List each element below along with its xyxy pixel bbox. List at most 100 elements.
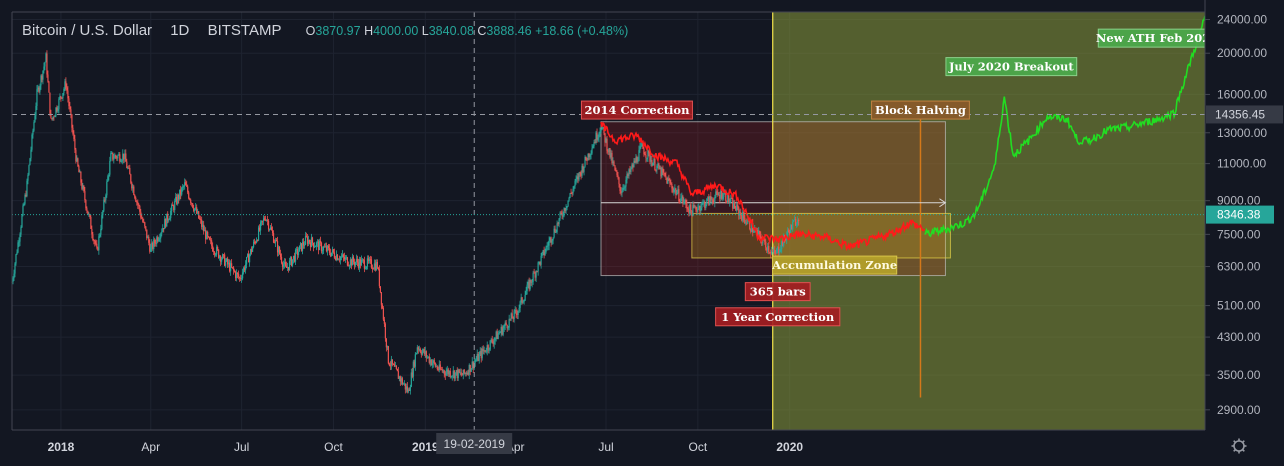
- candle-body: [474, 361, 476, 363]
- candle-body: [212, 245, 214, 252]
- candle-body: [516, 313, 518, 316]
- candle-body: [545, 246, 547, 252]
- candle-body: [30, 149, 32, 159]
- candle-body: [464, 372, 466, 374]
- candle-body: [479, 351, 481, 355]
- candle-body: [789, 231, 791, 236]
- candle-body: [622, 187, 624, 192]
- candle-body: [53, 116, 55, 118]
- candle-body: [790, 225, 792, 236]
- candle-body: [27, 174, 29, 181]
- candle-body: [690, 204, 692, 212]
- candle-body: [269, 227, 272, 230]
- candle-body: [645, 155, 647, 158]
- annotation-text: July 2020 Breakout: [948, 60, 1074, 74]
- candle-body: [621, 191, 623, 194]
- candle-body: [124, 153, 126, 160]
- candle-body: [630, 168, 632, 172]
- candle-body: [376, 262, 378, 268]
- annotation-box: [945, 57, 1078, 77]
- candle-body: [609, 148, 611, 158]
- candle-body: [704, 201, 706, 208]
- candle-body: [718, 194, 720, 196]
- candle-body: [373, 263, 375, 269]
- candle-body: [149, 242, 151, 252]
- candle-body: [130, 174, 132, 183]
- candle-body: [52, 116, 54, 120]
- candle-body: [785, 238, 787, 241]
- candle-body: [300, 243, 303, 251]
- candle-body: [778, 246, 780, 253]
- candle-body: [321, 250, 324, 252]
- candle-body: [192, 203, 194, 208]
- candle-body: [221, 258, 223, 262]
- candle-body: [682, 196, 684, 203]
- candle-body: [780, 249, 782, 252]
- candle-body: [457, 369, 459, 379]
- exchange-label: BITSTAMP: [207, 22, 282, 39]
- candle-body: [282, 264, 285, 267]
- time-tick-label: Apr: [141, 440, 160, 454]
- candle-body: [39, 85, 41, 92]
- candle-body: [367, 258, 370, 262]
- candle-body: [103, 199, 105, 211]
- candle-body: [318, 240, 321, 251]
- candle-body: [436, 366, 438, 370]
- candle-body: [631, 164, 633, 169]
- candle-body: [648, 150, 650, 154]
- high-value: 4000.00: [373, 24, 419, 38]
- candle-body: [295, 249, 298, 251]
- crosshair-date-box: [436, 433, 513, 454]
- candle-body: [680, 198, 682, 202]
- candle-body: [562, 215, 564, 217]
- candle-body: [437, 369, 439, 370]
- candle-body: [190, 199, 192, 203]
- interval-label[interactable]: 1D: [170, 22, 190, 39]
- candle-body: [634, 160, 636, 163]
- settings-gear-icon[interactable]: [1231, 438, 1247, 454]
- candle-body: [413, 361, 415, 367]
- candle-body: [723, 193, 725, 198]
- candle-body: [458, 369, 460, 373]
- candle-body: [32, 130, 34, 135]
- candle-body: [448, 370, 450, 375]
- candle-body: [312, 242, 315, 248]
- candle-body: [438, 364, 440, 370]
- candle-body: [459, 372, 461, 374]
- annotation-box: [715, 307, 841, 327]
- candle-body: [44, 62, 46, 67]
- candle-body: [708, 196, 710, 205]
- candle-body: [139, 205, 141, 212]
- candle-body: [243, 267, 245, 273]
- candle-body: [510, 313, 512, 320]
- candle-body: [302, 242, 305, 246]
- annotation-text: 2014 Correction: [584, 103, 690, 117]
- price-tick-label: 24000.00: [1217, 13, 1267, 27]
- candle-body: [572, 188, 574, 194]
- symbol-title[interactable]: Bitcoin / U.S. Dollar: [22, 22, 153, 39]
- candle-body: [109, 161, 111, 175]
- candle-body: [294, 249, 297, 262]
- candle-body: [101, 215, 103, 229]
- candle-body: [264, 219, 267, 221]
- candle-body: [705, 204, 707, 208]
- candle-body: [450, 376, 452, 378]
- candle-body: [381, 304, 383, 308]
- candle-body: [521, 297, 523, 303]
- candle-body: [741, 215, 743, 221]
- candle-body: [403, 383, 405, 385]
- candle-body: [548, 240, 550, 246]
- candle-body: [632, 164, 634, 168]
- candle-body: [460, 372, 462, 375]
- candle-body: [475, 359, 477, 362]
- candle-body: [308, 239, 311, 243]
- candle-body: [726, 200, 728, 203]
- candle-body: [555, 231, 557, 233]
- candle-body: [341, 254, 344, 257]
- candle-body: [685, 200, 687, 204]
- candle-body: [347, 265, 350, 267]
- candle-body: [483, 350, 485, 352]
- candle-body: [366, 258, 369, 267]
- candle-body: [291, 259, 294, 266]
